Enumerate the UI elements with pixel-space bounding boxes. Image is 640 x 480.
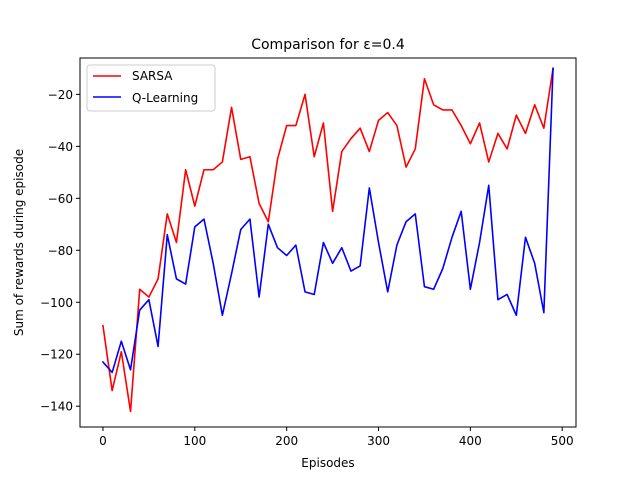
x-axis-label: Episodes: [301, 456, 354, 470]
chart-title: Comparison for ε=0.4: [251, 37, 405, 53]
plot-frame: [79, 57, 577, 428]
x-axis-ticks: 0 100 200 300 400 500: [99, 427, 574, 448]
y-tick-label: −80: [48, 244, 73, 258]
x-tick-label: 0: [99, 434, 107, 448]
y-tick-label: −140: [40, 400, 73, 414]
y-tick-label: −40: [48, 140, 73, 154]
y-axis-label: Sum of rewards during episode: [12, 149, 26, 336]
x-tick-label: 300: [367, 434, 390, 448]
x-tick-label: 400: [459, 434, 482, 448]
x-tick-label: 100: [183, 434, 206, 448]
y-tick-label: −20: [48, 88, 73, 102]
series-line-sarsa: [102, 67, 554, 413]
series-line-q-learning: [101, 67, 554, 374]
x-tick-label: 500: [551, 434, 574, 448]
y-axis-ticks: −140 −120 −100 −80 −60 −40 −20: [40, 88, 80, 414]
series-layer: [101, 67, 554, 413]
legend-label-sarsa: SARSA: [132, 69, 173, 83]
y-tick-label: −60: [48, 192, 73, 206]
y-tick-label: −120: [40, 348, 73, 362]
legend: SARSA Q-Learning: [86, 64, 216, 112]
legend-label-q-learning: Q-Learning: [132, 91, 198, 105]
x-tick-label: 200: [275, 434, 298, 448]
y-tick-label: −100: [40, 296, 73, 310]
